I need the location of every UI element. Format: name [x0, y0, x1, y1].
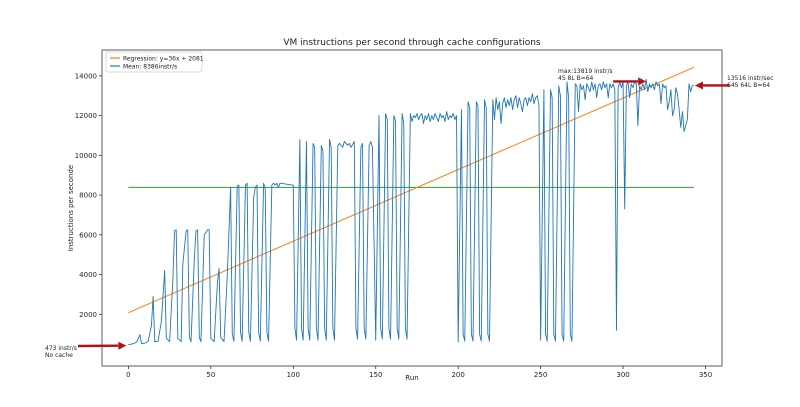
y-tick-label: 14000: [75, 72, 97, 80]
arrow-last-head: [694, 81, 703, 90]
y-tick-label: 6000: [79, 231, 97, 239]
x-axis-label: Run: [405, 374, 418, 382]
series-line-instructions-per-second: [128, 78, 695, 346]
annotation-no-cache: 473 instr/s: [45, 345, 77, 352]
y-axis-label: Instructions per seconde: [67, 165, 75, 251]
legend-label: Mean: 8386instr/s: [123, 63, 177, 70]
series-layer: [128, 66, 695, 346]
annotation-layer: 473 instr/sNo cache max:13819 instr/s4S 8…: [45, 68, 774, 359]
x-tick-label: 100: [287, 371, 300, 379]
arrow-no-cache-head: [118, 341, 127, 350]
series-line-regression: [128, 66, 695, 314]
arrow-max-head: [638, 77, 647, 86]
x-tick-label: 250: [534, 371, 547, 379]
x-tick-label: 50: [206, 371, 215, 379]
annotation-last: 13516 instr/sec: [727, 75, 774, 82]
arrow-last: [694, 81, 730, 90]
x-tick-label: 150: [369, 371, 382, 379]
annotation-last: 64S 64L B=64: [727, 82, 770, 89]
arrow-max: [613, 77, 647, 86]
y-tick-label: 8000: [79, 192, 97, 200]
plot-frame: [101, 49, 723, 367]
annotation-max: 4S 8L B=64: [558, 75, 594, 82]
y-tick-label: 2000: [79, 311, 97, 319]
y-tick-label: 4000: [79, 271, 97, 279]
chart-title: VM instructions per second through cache…: [283, 38, 541, 48]
x-tick-label: 200: [451, 371, 464, 379]
y-tick-label: 10000: [75, 152, 97, 160]
arrow-no-cache: [77, 341, 127, 350]
x-tick-label: 300: [616, 371, 629, 379]
x-tick-label: 0: [126, 371, 130, 379]
legend-frame: [105, 51, 203, 73]
axes: 0 50 100 150 200 250 300 350 2000 4000 6000 8000 100…: [75, 72, 712, 379]
annotation-max: max:13819 instr/s: [558, 68, 613, 75]
legend-label: Regression: y=36x + 2081: [123, 55, 204, 62]
x-tick-label: 350: [699, 371, 712, 379]
y-tick-label: 12000: [75, 112, 97, 120]
annotation-no-cache: No cache: [45, 352, 73, 359]
